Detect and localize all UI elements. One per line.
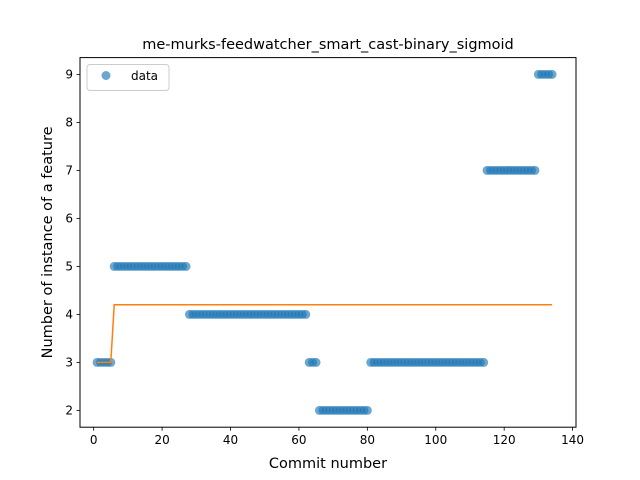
- data-point: [362, 405, 372, 415]
- data-point: [311, 357, 321, 367]
- legend-marker-data: [101, 71, 111, 80]
- y-axis-label: Number of instance of a feature: [40, 126, 56, 358]
- data-point: [181, 261, 191, 271]
- y-tick-label: 4: [65, 308, 73, 322]
- y-tick-label: 8: [65, 116, 73, 130]
- x-tick-label: 100: [424, 433, 447, 447]
- data-point: [301, 309, 311, 319]
- axes-frame: [79, 57, 577, 428]
- x-tick-label: 0: [90, 433, 98, 447]
- x-tick-label: 20: [154, 433, 169, 447]
- plot-area: [92, 69, 557, 415]
- y-tick-label: 2: [65, 404, 73, 418]
- x-tick-label: 60: [291, 433, 306, 447]
- legend-box: [86, 64, 170, 91]
- legend: data: [86, 64, 170, 91]
- y-axis-ticks: 2 3 4 5 6 7 8 9: [65, 68, 80, 418]
- y-tick-label: 6: [65, 212, 73, 226]
- data-point: [530, 165, 540, 175]
- x-tick-label: 120: [493, 433, 516, 447]
- x-tick-label: 40: [223, 433, 238, 447]
- chart-title: me-murks-feedwatcher_smart_cast-binary_s…: [142, 37, 514, 53]
- x-tick-label: 80: [360, 433, 375, 447]
- legend-label-data: data: [131, 69, 158, 83]
- y-tick-label: 3: [65, 356, 73, 370]
- x-tick-label: 140: [561, 433, 584, 447]
- y-tick-label: 5: [65, 260, 73, 274]
- data-point: [479, 357, 489, 367]
- y-tick-label: 9: [65, 68, 73, 82]
- fit-line: [97, 304, 553, 364]
- x-axis-label: Commit number: [269, 456, 387, 472]
- x-axis-ticks: 0 20 40 60 80 100 120 140: [90, 427, 584, 447]
- data-point: [547, 69, 557, 79]
- y-tick-label: 7: [65, 164, 73, 178]
